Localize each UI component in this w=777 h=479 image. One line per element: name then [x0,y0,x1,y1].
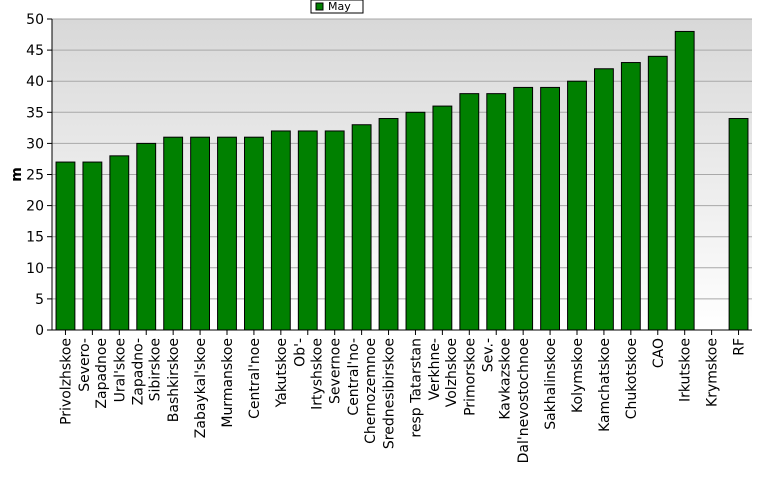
bar [620,62,641,331]
bar [459,93,480,331]
y-tick-labels: 0 5 10 15 20 25 30 35 40 45 50 [26,12,52,339]
x-tick-label: Bashkirskoe [166,338,182,422]
bar [270,130,291,331]
bar [432,105,453,331]
bar [163,136,184,331]
y-tick-label: 5 [35,292,44,308]
x-tick-label: Ob'-Irtyshskoe [292,338,325,410]
bar [540,86,561,331]
bar [136,142,157,331]
bar [244,136,264,331]
y-tick-label: 20 [26,199,44,215]
bar [594,68,614,331]
x-tick-label: resp Tatarstan [408,338,424,438]
y-tick-label: 45 [26,43,44,59]
x-tick-label: CAO [651,338,667,368]
y-tick-label: 50 [26,12,44,28]
x-tick-label: Verkhne-Volzhskoe [427,338,460,407]
x-tick-label: Kamchatskoe [597,338,613,432]
x-tick-label: Central'noe [247,338,263,419]
bar [513,86,534,331]
bar [324,130,345,331]
x-tick-label: Central'no-Chernozemnoe [346,338,379,444]
x-tick-labels: Privolzhskoe Severo-Zapadnoe Ural'skoe Zapa… [58,330,748,463]
bar [217,136,237,331]
x-tick-label: Yakutskoe [274,338,290,408]
x-tick-label: Sev.-Kavkazskoe [481,338,514,420]
bar [55,161,76,331]
legend-label: May [328,0,351,13]
bar [82,161,103,331]
bar [567,80,587,331]
y-tick-label: 35 [26,105,44,121]
x-tick-label: Dal'nevostochnoe [516,338,532,463]
x-tick-label: Zabaykal'skoe [193,338,209,438]
bar [647,55,668,331]
x-tick-label: Krymskoe [705,338,721,407]
bar [190,136,210,331]
x-tick-label: Privolzhskoe [58,338,74,425]
bars [55,30,749,331]
bar [728,118,749,331]
x-tick-label: Sakhalinskoe [543,338,559,430]
x-tick-label: Zapadno-Sibirskoe [131,338,164,405]
bar [486,93,507,331]
y-tick-label: 25 [26,168,44,184]
bar [674,30,695,331]
y-tick-label: 30 [26,136,44,152]
bar [297,130,318,331]
bar [378,118,399,331]
x-tick-label: Srednesibirskoe [382,338,398,449]
legend-swatch [315,2,324,11]
x-tick-label: RF [732,338,748,356]
bar [405,111,426,331]
y-tick-label: 40 [26,74,44,90]
y-axis-label: m [9,167,25,182]
y-tick-label: 0 [35,323,44,339]
x-tick-label: Chukotskoe [624,338,640,419]
x-tick-label: Severnoe [328,338,344,404]
x-tick-label: Murmanskoe [220,338,236,428]
x-tick-label: Primorskoe [462,338,478,416]
y-tick-label: 15 [26,230,44,246]
x-tick-label: Kolymskoe [570,338,586,413]
bar [351,124,372,331]
x-tick-label: Severo-Zapadnoe [77,338,110,409]
x-tick-label: Ural'skoe [112,338,128,402]
x-tick-label: Irkutskoe [678,338,694,402]
y-tick-label: 10 [26,261,44,277]
bar [109,155,130,331]
legend-box [310,0,364,14]
legend: May [310,0,364,14]
